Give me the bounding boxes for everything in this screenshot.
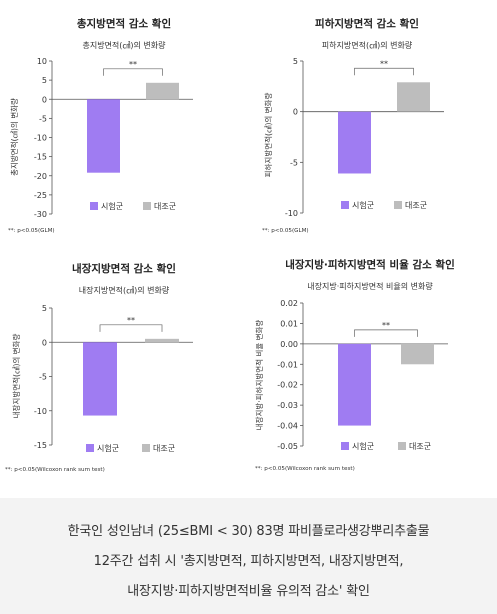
chart-subtitle: 피하지방면적(㎠)의 변화량 bbox=[322, 40, 413, 50]
significance-marker: ** bbox=[127, 316, 135, 325]
y-tick-label: 0 bbox=[293, 108, 298, 117]
caption-line-2: 12주간 섭취 시 '총지방면적, 피하지방면적, 내장지방면적, bbox=[93, 554, 404, 569]
bar-시험군 bbox=[338, 111, 371, 174]
bar-대조군 bbox=[146, 82, 179, 100]
significance-bracket bbox=[99, 324, 163, 332]
y-tick-label: -15 bbox=[34, 441, 47, 450]
y-tick-label: 0 bbox=[42, 338, 47, 347]
y-tick-label: -0.04 bbox=[277, 422, 298, 431]
legend-label: 시험군 bbox=[101, 202, 123, 211]
legend-label: 시험군 bbox=[352, 442, 374, 451]
significance-bracket bbox=[103, 68, 163, 76]
bar-시험군 bbox=[87, 99, 120, 173]
bar-시험군 bbox=[338, 343, 371, 426]
y-tick-label: 0.02 bbox=[280, 299, 298, 308]
y-tick-label: -10 bbox=[34, 134, 47, 143]
chart-subtitle: 내장지방·피하지방면적 비율의 변화량 bbox=[307, 281, 433, 291]
y-tick-label: 0.00 bbox=[280, 340, 298, 349]
y-tick-label: -0.01 bbox=[277, 360, 298, 369]
legend-swatch bbox=[394, 201, 402, 209]
legend-label: 대조군 bbox=[405, 201, 427, 210]
chart-title: 피하지방면적 감소 확인 bbox=[315, 17, 419, 30]
legend-label: 대조군 bbox=[153, 444, 175, 453]
y-tick-label: -5 bbox=[290, 158, 298, 167]
legend-swatch bbox=[86, 444, 94, 452]
y-tick-label: 5 bbox=[42, 76, 47, 85]
significance-marker: ** bbox=[382, 321, 390, 330]
chart-title: 내장지방·피하지방면적 비율 감소 확인 bbox=[285, 258, 455, 271]
legend-label: 시험군 bbox=[352, 201, 374, 210]
y-tick-label: -0.02 bbox=[277, 381, 298, 390]
chart-subtitle: 총지방면적(㎠)의 변화량 bbox=[82, 40, 166, 50]
y-tick-label: -0.05 bbox=[277, 442, 298, 451]
footnote: **: p<0.05(GLM) bbox=[8, 228, 55, 234]
bar-대조군 bbox=[145, 338, 179, 343]
y-axis-label: 총지방면적(㎠)의 변화량 bbox=[9, 98, 19, 176]
y-axis-label: 내장지방면적(㎠)의 변화량 bbox=[11, 334, 21, 419]
y-tick-label: 10 bbox=[37, 57, 47, 66]
bar-대조군 bbox=[401, 343, 434, 365]
y-tick-label: -25 bbox=[34, 191, 47, 200]
y-tick-label: -10 bbox=[34, 407, 47, 416]
footnote: **: p<0.05(Wilcoxon rank sum test) bbox=[5, 467, 105, 473]
bar-대조군 bbox=[397, 82, 430, 112]
y-tick-label: 0 bbox=[42, 95, 47, 104]
y-tick-label: 0.01 bbox=[280, 319, 298, 328]
legend-label: 시험군 bbox=[97, 444, 119, 453]
legend-label: 대조군 bbox=[409, 442, 431, 451]
y-tick-label: -15 bbox=[34, 153, 47, 162]
legend-swatch bbox=[398, 442, 406, 450]
chart-title: 내장지방면적 감소 확인 bbox=[72, 262, 176, 275]
y-tick-label: -5 bbox=[39, 373, 47, 382]
significance-bracket bbox=[354, 67, 414, 76]
y-axis-label: 내장지방·피하지방면적 비율 변화량 bbox=[254, 320, 264, 431]
bar-시험군 bbox=[83, 342, 117, 416]
y-tick-label: -0.03 bbox=[277, 401, 298, 410]
significance-bracket bbox=[354, 329, 418, 337]
legend-swatch bbox=[341, 442, 349, 450]
caption-line-3: 내장지방·피하지방면적비율 유의적 감소' 확인 bbox=[127, 584, 370, 599]
caption-line-1: 한국인 성인남녀 (25≤BMI < 30) 83명 파비플로라생강뿌리추출물 bbox=[67, 524, 430, 539]
significance-marker: ** bbox=[380, 59, 388, 68]
chart-title: 총지방면적 감소 확인 bbox=[77, 17, 171, 30]
y-tick-label: 5 bbox=[42, 304, 47, 313]
y-axis-label: 피하지방면적(㎠)의 변화량 bbox=[263, 93, 273, 178]
footnote: **: p<0.05(Wilcoxon rank sum test) bbox=[255, 466, 355, 472]
legend-swatch bbox=[90, 202, 98, 210]
legend-swatch bbox=[143, 202, 151, 210]
footnote: **: p<0.05(GLM) bbox=[262, 228, 309, 234]
y-tick-label: -20 bbox=[34, 172, 47, 181]
legend-swatch bbox=[142, 444, 150, 452]
legend-label: 대조군 bbox=[154, 202, 176, 211]
caption-box: 한국인 성인남녀 (25≤BMI < 30) 83명 파비플로라생강뿌리추출물 … bbox=[0, 498, 497, 614]
y-tick-label: -30 bbox=[34, 210, 47, 219]
legend-swatch bbox=[341, 201, 349, 209]
y-tick-label: -10 bbox=[285, 209, 298, 218]
chart-subtitle: 내장지방면적(㎠)의 변화량 bbox=[79, 285, 170, 295]
significance-marker: ** bbox=[129, 60, 137, 69]
y-tick-label: 5 bbox=[293, 57, 298, 66]
y-tick-label: -5 bbox=[39, 114, 47, 123]
